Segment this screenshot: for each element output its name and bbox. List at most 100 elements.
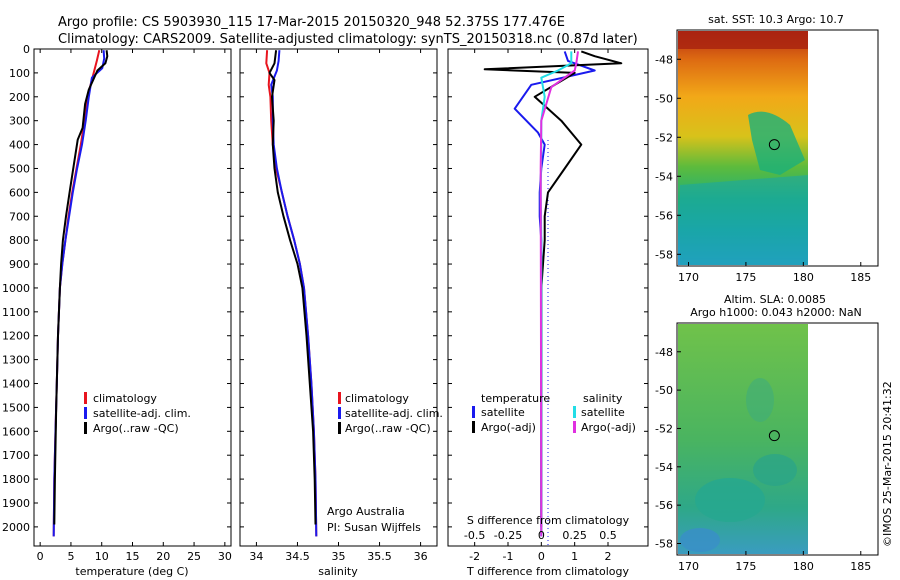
y-tick-label: 1800 — [2, 473, 30, 486]
x-tick-label: 36 — [414, 550, 428, 563]
y-tick-label: 100 — [9, 67, 30, 80]
x-tick-label: -1 — [503, 550, 514, 563]
legend-s-satellite-swatch — [573, 406, 576, 418]
legend-climatology-label: climatology — [345, 392, 409, 405]
y-tick-label: -48 — [655, 346, 673, 359]
temperature-profile-panel: 0100200300400500600700800900100011001200… — [2, 43, 232, 578]
x-tick-label: 180 — [793, 560, 814, 573]
x-tick-label: 20 — [156, 550, 170, 563]
y-tick-label: -52 — [655, 422, 673, 435]
legend-s-argo-label: Argo(-adj) — [581, 421, 636, 434]
y-tick-label: 700 — [9, 210, 30, 223]
series-line — [53, 50, 109, 525]
salinity-depth-ticks — [240, 48, 437, 528]
y-tick-label: 1300 — [2, 354, 30, 367]
x-tick-label: 175 — [735, 560, 756, 573]
legend-climatology-swatch — [84, 392, 87, 404]
y-tick-label: 1900 — [2, 497, 30, 510]
legend-s-argo-swatch — [573, 421, 576, 433]
y-tick-label: -58 — [655, 537, 673, 550]
sla-argo-marker — [768, 430, 780, 442]
temperature-plot-frame — [33, 48, 232, 547]
imos-credit: ©IMOS 25-Mar-2015 20:41:32 — [881, 381, 894, 547]
y-tick-label: 1700 — [2, 449, 30, 462]
sst-map-axes: 170 175 180 185 -48 -50 -52 -54 -56 -58 — [655, 53, 871, 284]
y-tick-label: 1100 — [2, 306, 30, 319]
salinity-axis: 34 34.5 35 35.5 36 — [249, 49, 428, 563]
x-tick-label: 0 — [538, 550, 545, 563]
x-tick-label: 0 — [37, 550, 44, 563]
legend-t-satellite-swatch — [472, 406, 475, 418]
difference-series — [483, 50, 623, 537]
salinity-profile-panel: 34 34.5 35 35.5 36 climatology satellite-adj… — [239, 48, 443, 578]
s-tick-label: 0 — [538, 529, 545, 542]
x-tick-label: 170 — [678, 271, 699, 284]
y-tick-label: -50 — [655, 92, 673, 105]
y-tick-label: -58 — [655, 248, 673, 261]
y-tick-label: 2000 — [2, 521, 30, 534]
y-tick-label: -56 — [655, 209, 673, 222]
x-tick-label: 34.5 — [285, 550, 310, 563]
x-tick-label: 35 — [332, 550, 346, 563]
sla-map-axes: 170 175 180 185 -48 -50 -52 -54 -56 -58 — [655, 346, 871, 573]
temperature-axis-label: temperature (deg C) — [75, 565, 188, 578]
y-tick-label: -50 — [655, 384, 673, 397]
legend-satellite-swatch — [84, 407, 87, 419]
y-tick-label: 1200 — [2, 330, 30, 343]
y-tick-label: 1600 — [2, 425, 30, 438]
sla-blob-1 — [695, 478, 765, 522]
x-tick-label: 2 — [605, 550, 612, 563]
y-tick-label: -54 — [655, 170, 673, 183]
salinity-legend: climatology satellite-adj. clim. Argo(..… — [338, 392, 443, 435]
x-tick-label: 180 — [793, 271, 814, 284]
sst-tongue — [748, 111, 805, 175]
sla-map-title-2: Argo h1000: 0.043 h2000: NaN — [690, 306, 862, 319]
legend-t-satellite-label: satellite — [481, 406, 525, 419]
series-line — [270, 50, 318, 537]
x-tick-label: 1 — [571, 550, 578, 563]
x-tick-label: 30 — [218, 550, 232, 563]
temperature-series — [52, 49, 109, 537]
t-difference-axis-label: T difference from climatology — [466, 565, 629, 578]
x-tick-label: 175 — [735, 271, 756, 284]
legend-t-argo-label: Argo(-adj) — [481, 421, 536, 434]
difference-panel: -2 -1 0 1 2 temperature salinity satellite A… — [447, 48, 649, 578]
x-tick-label: 185 — [850, 271, 871, 284]
x-tick-label: 170 — [678, 560, 699, 573]
x-tick-label: 35.5 — [367, 550, 392, 563]
pi-label: PI: Susan Wijffels — [327, 521, 421, 534]
t-difference-axis: -2 -1 0 1 2 — [469, 49, 612, 563]
y-tick-label: -54 — [655, 461, 673, 474]
s-tick-label: -0.5 — [464, 529, 485, 542]
x-tick-label: 15 — [126, 550, 140, 563]
x-tick-label: 10 — [95, 550, 109, 563]
temperature-legend: climatology satellite-adj. clim. Argo(..… — [84, 392, 191, 435]
y-tick-label: 400 — [9, 139, 30, 152]
legend-climatology-swatch — [338, 392, 341, 404]
depth-axis: 0 100 200 300 400 500 600 700 800 900 1000 1100 1200… — [2, 43, 231, 534]
y-tick-label: 1500 — [2, 401, 30, 414]
x-tick-label: 5 — [67, 550, 74, 563]
legend-t-argo-swatch — [472, 421, 475, 433]
legend-argo-swatch — [84, 422, 87, 434]
y-tick-label: 1400 — [2, 378, 30, 391]
x-tick-label: 34 — [249, 550, 263, 563]
legend-satellite-label: satellite-adj. clim. — [345, 407, 443, 420]
legend-argo-label: Argo(..raw -QC) — [93, 422, 179, 435]
y-tick-label: 800 — [9, 234, 30, 247]
legend-temperature-title: temperature — [481, 392, 550, 405]
series-line — [268, 50, 317, 525]
header-line-1: Argo profile: CS 5903930_115 17-Mar-2015… — [58, 15, 565, 30]
y-tick-label: 1000 — [2, 282, 30, 295]
sla-blob-3 — [680, 528, 720, 552]
legend-argo-label: Argo(..raw -QC) — [345, 422, 431, 435]
sla-blob-4 — [746, 378, 774, 422]
y-tick-label: 600 — [9, 186, 30, 199]
sst-map-title: sat. SST: 10.3 Argo: 10.7 — [708, 13, 844, 26]
legend-satellite-swatch — [338, 407, 341, 419]
y-tick-label: 500 — [9, 162, 30, 175]
y-tick-label: -48 — [655, 53, 673, 66]
sst-cold-patch — [680, 175, 808, 265]
sla-blob-2 — [753, 454, 797, 486]
sla-map-title-1: Altim. SLA: 0.0085 — [724, 293, 826, 306]
